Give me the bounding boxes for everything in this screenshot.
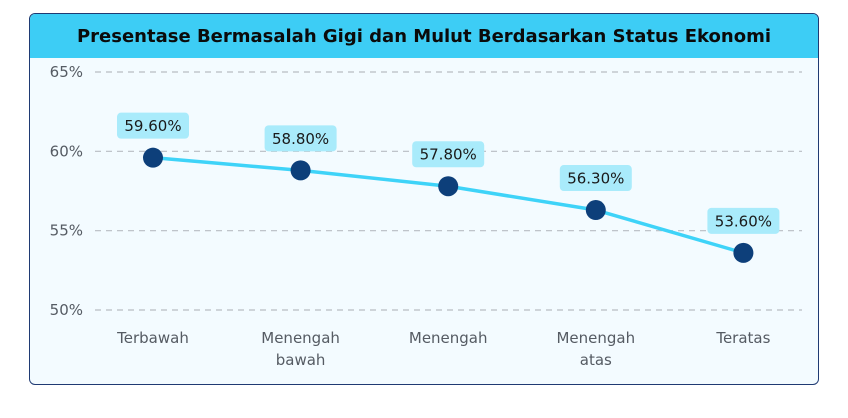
- data-point: [585, 200, 606, 221]
- data-label-box: [264, 125, 337, 152]
- x-category-line: Terbawah: [116, 329, 189, 347]
- chart-card: Presentase Bermasalah Gigi dan Mulut Ber…: [29, 13, 819, 385]
- data-point: [438, 176, 459, 197]
- chart-title: Presentase Bermasalah Gigi dan Mulut Ber…: [76, 25, 772, 47]
- x-category-label: Menengah bawah: [261, 329, 340, 369]
- x-category-label: Terbawah: [116, 329, 189, 347]
- data-label: 59.60%: [124, 117, 181, 135]
- x-category-line: Menengah: [409, 329, 488, 347]
- x-category-line: Teratas: [715, 329, 770, 347]
- data-point: [290, 160, 311, 181]
- data-label-box: [707, 207, 780, 234]
- x-category-line: atas: [580, 351, 612, 369]
- series: [143, 147, 754, 263]
- x-category-line: bawah: [276, 351, 326, 369]
- data-label: 53.60%: [715, 212, 772, 230]
- data-point: [733, 242, 754, 263]
- chart-title-bar: Presentase Bermasalah Gigi dan Mulut Ber…: [30, 14, 818, 58]
- x-category-line: Menengah: [261, 329, 340, 347]
- data-label: 56.30%: [567, 170, 624, 188]
- y-tick-label: 55%: [50, 222, 83, 240]
- y-tick-label: 60%: [50, 142, 83, 160]
- x-category-label: Teratas: [715, 329, 770, 347]
- series-line: [151, 155, 746, 255]
- y-tick-label: 65%: [50, 63, 83, 81]
- data-label: 57.80%: [420, 146, 477, 164]
- x-axis-categories: Terbawah Menengah bawah Menengah Menengah ata…: [116, 329, 770, 369]
- data-label-box: [412, 141, 485, 168]
- data-labels: 59.60% 58.80% 57.80% 56.30% 53.60%: [117, 112, 780, 234]
- x-category-label: Menengah: [409, 329, 488, 347]
- y-axis-ticks: 65% 60% 55% 50%: [50, 63, 83, 319]
- data-label-box: [559, 165, 632, 192]
- x-category-line: Menengah: [556, 329, 635, 347]
- x-category-label: Menengah atas: [556, 329, 635, 369]
- data-label-box: [117, 112, 189, 139]
- data-label: 58.80%: [272, 130, 329, 148]
- y-tick-label: 50%: [50, 301, 83, 319]
- data-point: [143, 147, 163, 168]
